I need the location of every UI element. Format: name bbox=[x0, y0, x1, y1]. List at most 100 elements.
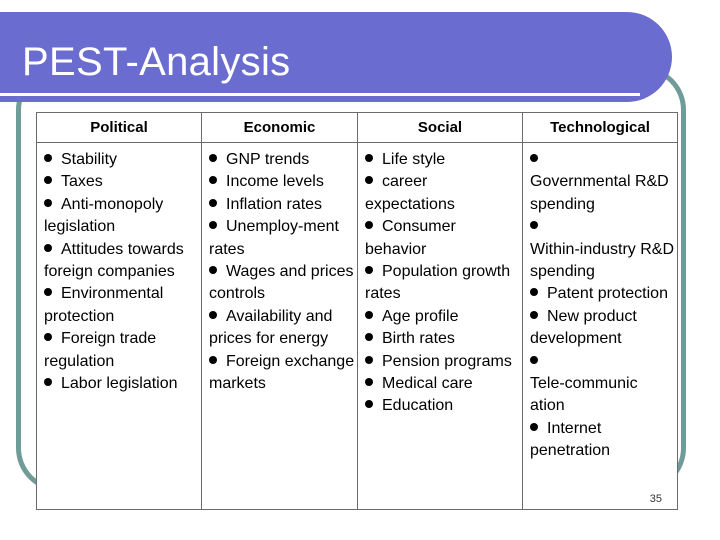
list-item: Environmental protection bbox=[44, 283, 199, 328]
page-number: 35 bbox=[649, 493, 662, 505]
list-item-text: Foreign exchange markets bbox=[209, 352, 355, 393]
list-item-text: Stability bbox=[61, 151, 118, 168]
list-item-text: Unemploy-ment rates bbox=[209, 218, 339, 258]
list-item-text: Environmental protection bbox=[44, 285, 164, 325]
list-item: Tele-communic ation bbox=[530, 351, 675, 418]
bullet-icon bbox=[44, 176, 52, 185]
list-item-text: career expectations bbox=[365, 173, 455, 213]
bullet-icon bbox=[44, 288, 52, 297]
bullet-icon bbox=[365, 333, 373, 342]
list-item: Labor legislation bbox=[44, 373, 199, 395]
title-bar bbox=[0, 12, 672, 102]
header-political: Political bbox=[36, 112, 202, 143]
bullet-icon bbox=[209, 176, 217, 185]
bullet-icon bbox=[44, 243, 52, 252]
slide-title: PEST-Analysis bbox=[22, 40, 291, 84]
list-item-text: Life style bbox=[382, 151, 446, 168]
bullet-icon bbox=[44, 198, 52, 207]
economic-list: GNP trends Income levels Inflation rates… bbox=[209, 149, 355, 395]
economic-cell: GNP trends Income levels Inflation rates… bbox=[201, 142, 358, 510]
bullet-icon bbox=[209, 266, 217, 275]
list-item: Anti-monopoly legislation bbox=[44, 194, 199, 239]
social-list: Life style career expectations Consumer … bbox=[365, 149, 520, 418]
list-item: Wages and prices controls bbox=[209, 261, 355, 306]
bullet-icon bbox=[530, 310, 538, 319]
list-item-text: Birth rates bbox=[382, 330, 455, 348]
list-item-text: Availability and prices for energy bbox=[209, 307, 333, 348]
list-item: Within-industry R&D spending bbox=[530, 216, 675, 283]
list-item: Income levels bbox=[209, 171, 355, 193]
list-item: Age profile bbox=[365, 306, 520, 328]
list-item-text: Patent protection bbox=[547, 285, 668, 303]
bullet-icon bbox=[44, 333, 52, 342]
list-item-text: Pension programs bbox=[382, 352, 512, 370]
list-item-text: Age profile bbox=[382, 307, 459, 325]
bullet-icon bbox=[365, 310, 373, 319]
bullet-icon bbox=[365, 378, 373, 387]
list-item: Life style bbox=[365, 149, 520, 171]
pest-table: Political Economic Social Technological … bbox=[36, 112, 678, 510]
list-item-text: GNP trends bbox=[226, 151, 310, 168]
list-item: Foreign exchange markets bbox=[209, 351, 355, 396]
list-item: career expectations bbox=[365, 171, 520, 216]
bullet-icon bbox=[365, 154, 373, 162]
bullet-icon bbox=[44, 378, 52, 387]
list-item-text: Education bbox=[382, 397, 454, 415]
technological-list: Governmental R&D spending Within-industr… bbox=[530, 149, 675, 463]
list-item: Stability bbox=[44, 149, 199, 171]
bullet-icon bbox=[365, 400, 373, 409]
list-item-text: Within-industry R&D spending bbox=[530, 240, 675, 281]
technological-cell: Governmental R&D spending Within-industr… bbox=[522, 142, 678, 510]
bullet-icon bbox=[530, 154, 538, 162]
bullet-icon bbox=[365, 266, 373, 275]
list-item: Internet penetration bbox=[530, 418, 675, 463]
list-item-text: Income levels bbox=[226, 173, 324, 191]
list-item-text: Labor legislation bbox=[61, 375, 178, 393]
header-social: Social bbox=[357, 112, 523, 143]
list-item-text: New product development bbox=[530, 307, 637, 348]
list-item-text: Population growth rates bbox=[365, 263, 511, 303]
list-item-text: Anti-monopoly legislation bbox=[44, 195, 164, 236]
list-item: Foreign trade regulation bbox=[44, 328, 199, 373]
list-item-text: Consumer behavior bbox=[365, 218, 456, 258]
list-item-text: Tele-communic ation bbox=[530, 375, 638, 415]
bullet-icon bbox=[365, 355, 373, 364]
list-item: GNP trends bbox=[209, 149, 355, 171]
list-item: Population growth rates bbox=[365, 261, 520, 306]
table-row: Stability Taxes Anti-monopoly legislatio… bbox=[36, 142, 678, 510]
header-economic: Economic bbox=[201, 112, 358, 143]
list-item-text: Attitudes towards foreign companies bbox=[44, 240, 184, 281]
list-item: Unemploy-ment rates bbox=[209, 216, 355, 261]
bullet-icon bbox=[209, 221, 217, 230]
list-item: Availability and prices for energy bbox=[209, 306, 355, 351]
bullet-icon bbox=[530, 221, 538, 230]
list-item: New product development bbox=[530, 306, 675, 351]
title-underline bbox=[0, 93, 640, 96]
list-item: Attitudes towards foreign companies bbox=[44, 239, 199, 284]
list-item-text: Inflation rates bbox=[226, 195, 323, 213]
bullet-icon bbox=[209, 154, 217, 162]
list-item-text: Governmental R&D spending bbox=[530, 173, 669, 213]
bullet-icon bbox=[365, 176, 373, 185]
table-header-row: Political Economic Social Technological bbox=[36, 112, 678, 143]
bullet-icon bbox=[530, 288, 538, 297]
list-item: Consumer behavior bbox=[365, 216, 520, 261]
political-list: Stability Taxes Anti-monopoly legislatio… bbox=[44, 149, 199, 395]
list-item-text: Wages and prices controls bbox=[209, 263, 354, 303]
bullet-icon bbox=[44, 154, 52, 162]
list-item-text: Medical care bbox=[382, 375, 473, 393]
bullet-icon bbox=[365, 221, 373, 230]
social-cell: Life style career expectations Consumer … bbox=[357, 142, 523, 510]
header-technological: Technological bbox=[522, 112, 678, 143]
list-item: Patent protection bbox=[530, 283, 675, 305]
bullet-icon bbox=[530, 355, 538, 364]
political-cell: Stability Taxes Anti-monopoly legislatio… bbox=[36, 142, 202, 510]
bullet-icon bbox=[209, 355, 217, 364]
list-item: Taxes bbox=[44, 171, 199, 193]
list-item: Medical care bbox=[365, 373, 520, 395]
list-item: Birth rates bbox=[365, 328, 520, 350]
list-item: Inflation rates bbox=[209, 194, 355, 216]
bullet-icon bbox=[530, 422, 538, 431]
bullet-icon bbox=[209, 198, 217, 207]
bullet-icon bbox=[209, 310, 217, 319]
